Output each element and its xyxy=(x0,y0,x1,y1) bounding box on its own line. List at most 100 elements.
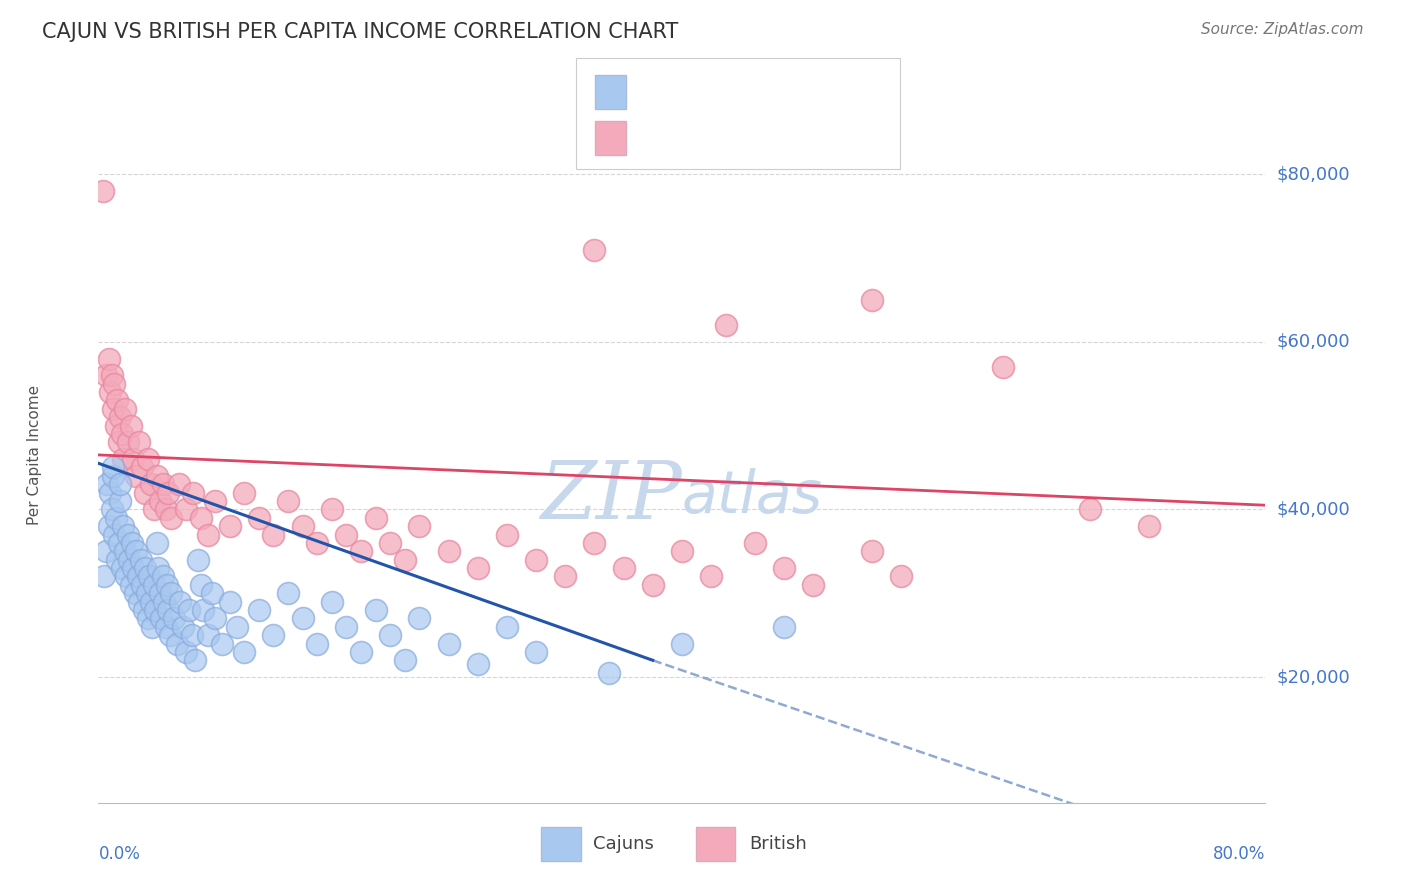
Point xyxy=(197,527,219,541)
Point xyxy=(378,536,402,550)
Point xyxy=(100,368,122,383)
Point xyxy=(583,243,606,257)
Point xyxy=(155,502,177,516)
Point xyxy=(96,477,118,491)
Point xyxy=(364,510,387,524)
Point xyxy=(163,611,186,625)
Point xyxy=(143,603,166,617)
Point xyxy=(408,519,430,533)
Point xyxy=(156,578,179,592)
Point xyxy=(890,569,912,583)
Point xyxy=(100,502,122,516)
Point xyxy=(146,536,169,550)
Point xyxy=(135,586,157,600)
Point xyxy=(122,452,145,467)
Point xyxy=(97,351,120,366)
Point xyxy=(277,494,299,508)
Text: Per Capita Income: Per Capita Income xyxy=(27,384,42,525)
Point xyxy=(152,477,174,491)
Point xyxy=(157,485,180,500)
Point xyxy=(181,485,204,500)
Point xyxy=(524,552,547,566)
Point xyxy=(159,628,181,642)
Point xyxy=(141,620,163,634)
Point xyxy=(98,385,121,400)
Point xyxy=(277,586,299,600)
Point xyxy=(190,510,212,524)
Point xyxy=(211,636,233,650)
Point xyxy=(138,569,160,583)
Point xyxy=(183,653,205,667)
Point xyxy=(495,620,517,634)
Point xyxy=(104,418,127,433)
Point xyxy=(201,586,224,600)
Text: British: British xyxy=(749,835,807,853)
Text: R = -0.071  N = 69: R = -0.071 N = 69 xyxy=(637,128,808,145)
Point xyxy=(350,645,373,659)
Text: $80,000: $80,000 xyxy=(1277,165,1350,183)
Point xyxy=(744,536,766,550)
Point xyxy=(108,536,131,550)
Point xyxy=(94,544,117,558)
Text: 0.0%: 0.0% xyxy=(98,845,141,863)
Point xyxy=(177,603,200,617)
Point xyxy=(112,452,135,467)
Point xyxy=(103,376,125,391)
Point xyxy=(378,628,402,642)
Point xyxy=(160,586,183,600)
Point xyxy=(97,519,120,533)
Point xyxy=(93,569,115,583)
Point xyxy=(598,665,620,680)
Point xyxy=(142,578,165,592)
Point xyxy=(335,620,357,634)
Point xyxy=(408,611,430,625)
Text: $40,000: $40,000 xyxy=(1277,500,1350,518)
Point xyxy=(136,452,159,467)
Text: $60,000: $60,000 xyxy=(1277,333,1350,351)
Point xyxy=(172,620,194,634)
Point xyxy=(115,569,138,583)
Point xyxy=(104,510,127,524)
Point xyxy=(174,502,197,516)
Point xyxy=(350,544,373,558)
Point xyxy=(714,318,737,332)
Point xyxy=(291,611,314,625)
Point xyxy=(180,628,202,642)
Point xyxy=(122,561,145,575)
Text: Cajuns: Cajuns xyxy=(593,835,654,853)
Point xyxy=(128,435,150,450)
Point xyxy=(262,527,284,541)
Point xyxy=(641,578,664,592)
Text: R = -0.481  N = 85: R = -0.481 N = 85 xyxy=(637,82,808,100)
Point xyxy=(134,561,156,575)
Point xyxy=(160,510,183,524)
Point xyxy=(125,468,148,483)
Point xyxy=(101,401,124,416)
Point xyxy=(174,645,197,659)
Point xyxy=(118,552,141,566)
Text: CAJUN VS BRITISH PER CAPITA INCOME CORRELATION CHART: CAJUN VS BRITISH PER CAPITA INCOME CORRE… xyxy=(42,22,679,42)
Point xyxy=(169,594,191,608)
Point xyxy=(128,594,150,608)
Point xyxy=(233,645,256,659)
Point xyxy=(321,594,343,608)
Point xyxy=(103,527,125,541)
Point xyxy=(247,510,270,524)
Point xyxy=(114,401,136,416)
Point xyxy=(124,586,146,600)
Point xyxy=(105,552,128,566)
Point xyxy=(218,519,240,533)
Point xyxy=(120,578,142,592)
Point xyxy=(111,427,134,442)
Point xyxy=(437,544,460,558)
Point xyxy=(148,561,170,575)
Point xyxy=(860,293,883,307)
Point xyxy=(98,485,121,500)
Point xyxy=(307,536,329,550)
Point xyxy=(524,645,547,659)
Point xyxy=(127,569,149,583)
Point xyxy=(152,569,174,583)
Point xyxy=(120,418,142,433)
Point xyxy=(146,468,169,483)
Point xyxy=(262,628,284,642)
